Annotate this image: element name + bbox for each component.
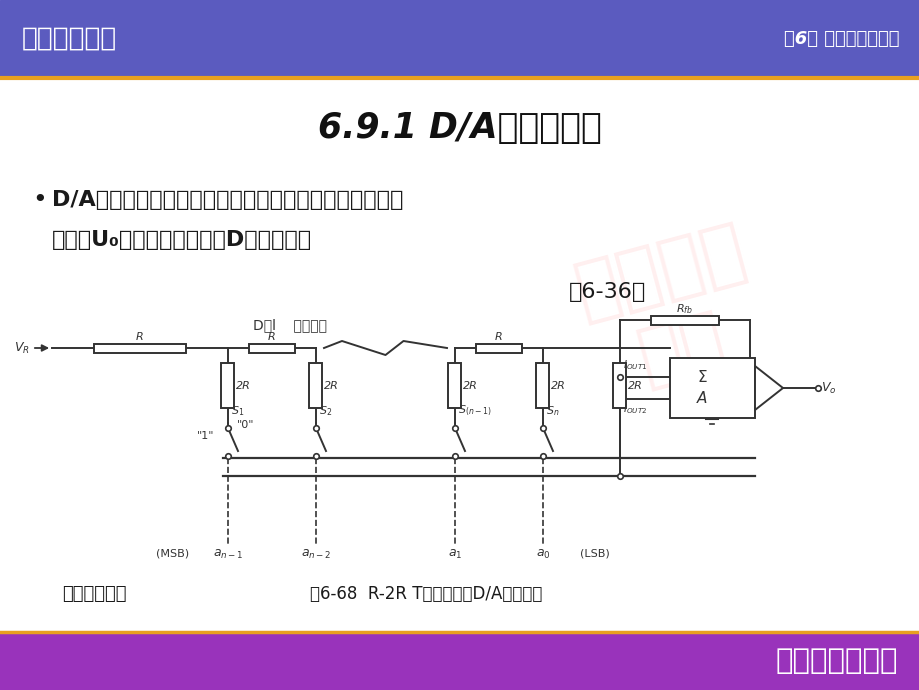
- Text: 转换原理图。: 转换原理图。: [62, 585, 127, 603]
- Bar: [613, 363, 626, 408]
- Bar: [0, 0, 919, 78]
- Bar: [476, 344, 521, 353]
- Polygon shape: [754, 366, 782, 410]
- Text: (MSB): (MSB): [156, 549, 189, 559]
- Text: "0": "0": [237, 420, 255, 430]
- Text: 2R: 2R: [323, 380, 338, 391]
- Text: $a_{n-2}$: $a_{n-2}$: [301, 547, 331, 560]
- Text: $I_{OUT2}$: $I_{OUT2}$: [622, 402, 647, 415]
- Bar: [651, 315, 718, 324]
- Text: "1": "1": [197, 431, 214, 441]
- Text: 机械工业出版社: 机械工业出版社: [775, 647, 897, 675]
- Text: 出电压U₀应该和输入数字量D成正比，即: 出电压U₀应该和输入数字量D成正比，即: [52, 230, 312, 250]
- Text: D／l    参考电压: D／l 参考电压: [253, 318, 326, 332]
- Text: $I_{OUT1}$: $I_{OUT1}$: [622, 358, 647, 372]
- Text: 武汉理工
大学: 武汉理工 大学: [568, 217, 774, 405]
- Text: 2R: 2R: [550, 380, 565, 391]
- Text: （6-36）: （6-36）: [568, 282, 645, 302]
- Bar: [309, 363, 323, 408]
- Text: Σ: Σ: [697, 370, 707, 385]
- Bar: [249, 344, 295, 353]
- Text: •: •: [32, 188, 47, 212]
- Bar: [536, 363, 549, 408]
- Bar: [94, 344, 186, 353]
- Text: R: R: [267, 332, 276, 342]
- Text: 2R: 2R: [628, 380, 642, 391]
- Text: 图6-68  R-2R T型网络系统D/A转换原理: 图6-68 R-2R T型网络系统D/A转换原理: [310, 585, 542, 603]
- Text: D/A转换器用来将数字量转换成模拟量。其基本要求是输: D/A转换器用来将数字量转换成模拟量。其基本要求是输: [52, 190, 403, 210]
- Text: 6.9.1 D/A的转换原理: 6.9.1 D/A的转换原理: [318, 111, 601, 145]
- Text: (LSB): (LSB): [580, 549, 609, 559]
- Text: 第6章 数字化测量技术: 第6章 数字化测量技术: [784, 30, 899, 48]
- Text: $S_{(n-1)}$: $S_{(n-1)}$: [458, 404, 492, 418]
- Text: $a_0$: $a_0$: [535, 547, 550, 560]
- Bar: [0, 78, 919, 632]
- Text: A: A: [697, 391, 707, 406]
- Text: $S_n$: $S_n$: [545, 404, 559, 418]
- Bar: [0, 632, 919, 690]
- Text: R: R: [494, 332, 503, 342]
- Text: $a_1$: $a_1$: [448, 547, 461, 560]
- Bar: [221, 363, 234, 408]
- Text: $R_{fb}$: $R_{fb}$: [675, 302, 693, 316]
- Text: 2R: 2R: [462, 380, 477, 391]
- Text: $S_1$: $S_1$: [231, 404, 244, 418]
- Text: R: R: [136, 332, 143, 342]
- Text: $V_R$: $V_R$: [14, 340, 30, 355]
- Bar: [669, 358, 754, 418]
- Bar: [448, 363, 461, 408]
- Text: 电气测试技术: 电气测试技术: [22, 26, 117, 52]
- Text: $S_2$: $S_2$: [319, 404, 332, 418]
- Text: $V_o$: $V_o$: [820, 380, 835, 395]
- Text: $a_{n-1}$: $a_{n-1}$: [212, 547, 244, 560]
- Text: 2R: 2R: [236, 380, 251, 391]
